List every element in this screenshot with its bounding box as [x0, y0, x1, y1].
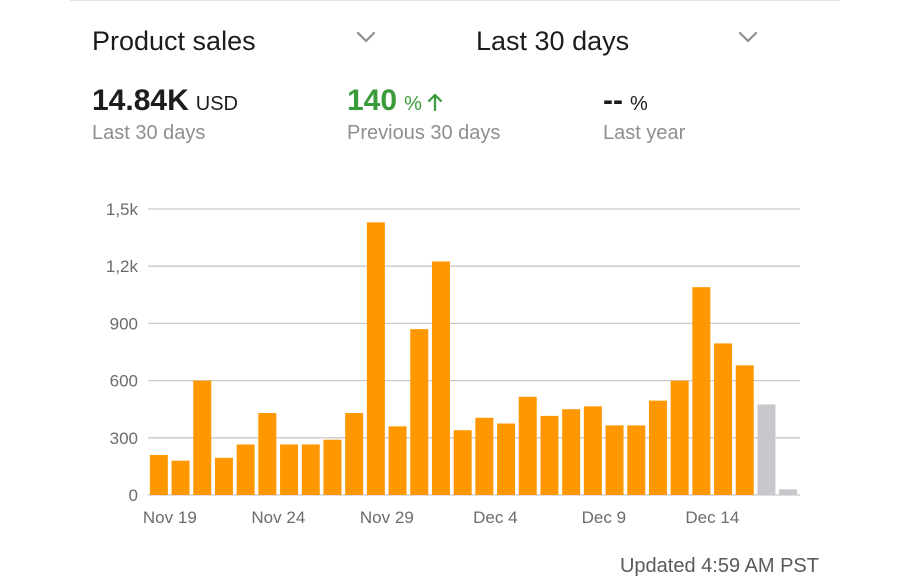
x-tick-label: Dec 4	[473, 508, 517, 527]
x-axis-labels: Nov 19 Nov 24 Nov 29 Dec 4 Dec 9 Dec 14	[143, 508, 739, 527]
last-year-metric: -- % Last year	[603, 84, 685, 145]
date-range-dropdown[interactable]: Last 30 days	[476, 24, 629, 58]
metric-selector-label: Product sales	[92, 25, 256, 56]
chart-gridlines	[148, 208, 800, 496]
bar-nov-25[interactable]	[280, 444, 299, 495]
y-tick-label: 900	[110, 314, 138, 333]
metric-selector-dropdown[interactable]: Product sales	[92, 24, 256, 58]
bar-nov-24[interactable]	[258, 413, 277, 495]
bar-dec-6[interactable]	[518, 396, 537, 495]
bar-dec-9[interactable]	[583, 406, 602, 495]
bar-nov-27[interactable]	[323, 439, 342, 495]
last-year-unit: %	[629, 93, 648, 115]
y-tick-label: 300	[110, 429, 138, 448]
previous-period-metric: 140 % Previous 30 days	[347, 84, 500, 145]
bar-dec-5[interactable]	[497, 423, 516, 496]
bar-dec-10[interactable]	[605, 425, 624, 495]
bar-nov-21[interactable]	[193, 380, 212, 495]
bar-dec-12[interactable]	[648, 400, 667, 495]
bar-dec-13[interactable]	[670, 380, 689, 495]
x-tick-label: Nov 29	[360, 508, 414, 527]
bar-nov-23[interactable]	[236, 444, 255, 495]
bar-nov-28[interactable]	[345, 413, 364, 495]
bar-dec-7[interactable]	[540, 415, 559, 495]
y-axis-labels: 0 300 600 900 1,2k 1,5k	[106, 200, 139, 505]
bar-dec-15[interactable]	[714, 343, 733, 495]
bar-dec-8[interactable]	[562, 409, 581, 495]
x-tick-label: Dec 14	[685, 508, 739, 527]
bar-nov-20[interactable]	[171, 460, 190, 495]
bar-dec-4[interactable]	[475, 417, 494, 495]
x-tick-label: Nov 19	[143, 508, 197, 527]
top-divider	[70, 0, 840, 1]
chart-bars	[149, 222, 798, 496]
bar-dec-17[interactable]	[757, 404, 776, 495]
bar-dec-1[interactable]	[410, 329, 429, 495]
chevron-down-icon[interactable]	[356, 30, 376, 44]
y-tick-label: 1,2k	[106, 257, 139, 276]
chevron-down-icon[interactable]	[738, 30, 758, 44]
current-period-metric: 14.84K USD Last 30 days	[92, 84, 238, 145]
y-tick-label: 0	[129, 486, 138, 505]
bar-dec-11[interactable]	[627, 425, 646, 495]
y-tick-label: 600	[110, 372, 138, 391]
bar-nov-30[interactable]	[388, 426, 407, 495]
bar-nov-22[interactable]	[214, 457, 233, 495]
bar-nov-26[interactable]	[301, 444, 320, 495]
bar-nov-19[interactable]	[149, 454, 168, 495]
arrow-up-icon	[427, 93, 442, 112]
bar-dec-18[interactable]	[779, 489, 798, 495]
bar-dec-3[interactable]	[453, 430, 472, 495]
currency-unit: USD	[195, 93, 238, 115]
bar-nov-29[interactable]	[366, 222, 385, 495]
x-tick-label: Dec 9	[582, 508, 626, 527]
previous-period-caption: Previous 30 days	[347, 122, 501, 144]
bar-dec-14[interactable]	[692, 287, 711, 495]
date-range-label: Last 30 days	[476, 25, 630, 56]
bar-dec-16[interactable]	[735, 365, 754, 495]
previous-change-unit: %	[404, 93, 422, 115]
last-year-value: --	[603, 84, 623, 117]
bar-dec-2[interactable]	[431, 261, 450, 495]
current-period-caption: Last 30 days	[92, 122, 206, 144]
x-tick-label: Nov 24	[251, 508, 305, 527]
current-sales-value: 14.84K	[92, 84, 189, 117]
previous-change-value: 140	[347, 84, 398, 117]
y-tick-label: 1,5k	[106, 200, 139, 219]
last-year-caption: Last year	[603, 122, 686, 144]
last-updated-text: Updated 4:59 AM PST	[619, 555, 819, 577]
